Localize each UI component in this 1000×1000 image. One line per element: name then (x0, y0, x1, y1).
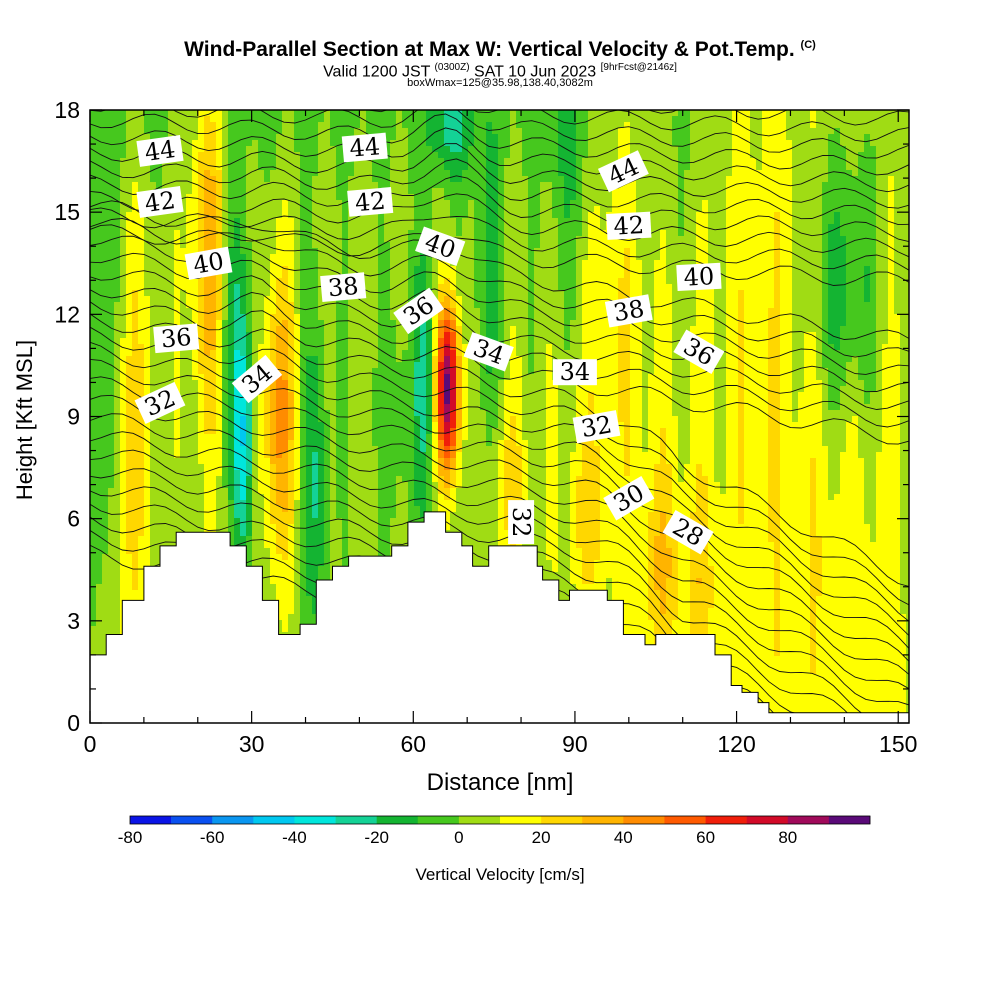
contour-label: 38 (320, 272, 367, 303)
y-axis-label: Height [Kft MSL] (12, 340, 37, 500)
chart-title: Wind-Parallel Section at Max W: Vertical… (0, 38, 1000, 62)
contour-label: 42 (347, 187, 394, 218)
contour-label: 40 (676, 262, 722, 292)
valid-utc: (0300Z) (434, 62, 470, 73)
colorbar-tick-label: 0 (454, 828, 463, 847)
forecast-info: [9hrFcst@2146z] (600, 62, 677, 73)
valid-time: Valid 1200 JST (323, 63, 431, 81)
contour-label-text: 44 (143, 135, 177, 167)
contour-label-text: 32 (507, 507, 535, 538)
contour-label: 42 (136, 186, 184, 218)
colorbar-swatch (664, 816, 706, 824)
colorbar-tick-label: -40 (282, 828, 307, 847)
contour-label-text: 32 (579, 410, 614, 443)
contour-label: 40 (184, 246, 233, 280)
contour-label-text: 34 (560, 358, 591, 386)
x-tick-label: 90 (562, 731, 588, 757)
y-tick-label: 18 (54, 97, 80, 123)
contour-label: 38 (604, 294, 653, 328)
contour-label-text: 42 (143, 186, 177, 218)
colorbar-swatch (541, 816, 583, 824)
colorbar-swatch (335, 816, 377, 824)
colorbar-swatch (253, 816, 295, 824)
colorbar-swatch (500, 816, 542, 824)
colorbar-swatch (787, 816, 830, 824)
colorbar-swatch (705, 816, 747, 824)
x-axis-label: Distance [nm] (427, 769, 574, 796)
contour-label: 28 (662, 510, 714, 555)
x-tick-label: 120 (717, 731, 755, 757)
colorbar-label: Vertical Velocity [cm/s] (415, 865, 584, 884)
colorbar-tick-label: 40 (614, 828, 633, 847)
contour-label-text: 38 (327, 272, 360, 303)
y-tick-label: 9 (67, 404, 80, 430)
title-main: Wind-Parallel Section at Max W: Vertical… (184, 38, 795, 61)
contour-label: 42 (606, 211, 652, 241)
colorbar-swatch (130, 816, 172, 824)
contour-label-text: 40 (683, 262, 715, 292)
colorbar-swatch (623, 816, 665, 824)
x-tick-label: 0 (84, 731, 97, 757)
contour-label: 36 (153, 323, 200, 354)
contour-label-text: 42 (354, 187, 387, 218)
contour-label-text: 42 (613, 211, 645, 241)
x-tick-label: 150 (879, 731, 917, 757)
colorbar-swatch (294, 816, 336, 824)
colorbar-swatch (828, 816, 871, 824)
contour-label: 32 (507, 500, 535, 545)
contour-label-text: 44 (348, 132, 381, 163)
colorbar-swatch (746, 816, 789, 824)
colorbar-swatch (212, 816, 254, 824)
contour-label: 34 (552, 358, 597, 386)
copyright-mark: (C) (800, 39, 816, 51)
colorbar-tick-label: 60 (696, 828, 715, 847)
contour-label: 44 (341, 132, 388, 163)
colorbar-swatch (376, 816, 419, 824)
contour-label: 32 (572, 410, 621, 444)
x-tick-label: 30 (239, 731, 265, 757)
colorbar: -80 -60 -40 -20 0 20 40 60 80 (118, 815, 871, 847)
terrain (89, 511, 910, 724)
x-tick-label: 60 (400, 731, 426, 757)
y-tick-label: 6 (67, 506, 80, 532)
contour-label-text: 38 (611, 294, 646, 327)
contour-label: 32 (134, 381, 186, 424)
colorbar-swatch (171, 816, 213, 824)
colorbar-tick-label: -20 (364, 828, 389, 847)
colorbar-swatch (582, 816, 624, 824)
colorbar-tick-label: 80 (778, 828, 797, 847)
colorbar-swatch (417, 816, 460, 824)
contour-label-text: 36 (160, 323, 193, 354)
y-tick-label: 15 (54, 199, 80, 225)
colorbar-swatch (458, 816, 501, 824)
valid-date: SAT 10 Jun 2023 (474, 63, 597, 81)
boxwmax-info: boxWmax=125@35.98,138.40,3082m (407, 77, 593, 89)
y-tick-label: 12 (54, 301, 80, 327)
y-tick-label: 3 (67, 608, 80, 634)
y-tick-label: 0 (67, 710, 80, 736)
colorbar-tick-label: -60 (200, 828, 225, 847)
contour-label: 44 (136, 135, 184, 167)
colorbar-tick-label: 20 (532, 828, 551, 847)
contour-label-text: 40 (191, 247, 226, 280)
chart-subtitle: Valid 1200 JST (0300Z) SAT 10 Jun 2023 [… (0, 62, 1000, 81)
colorbar-tick-label: -80 (118, 828, 143, 847)
